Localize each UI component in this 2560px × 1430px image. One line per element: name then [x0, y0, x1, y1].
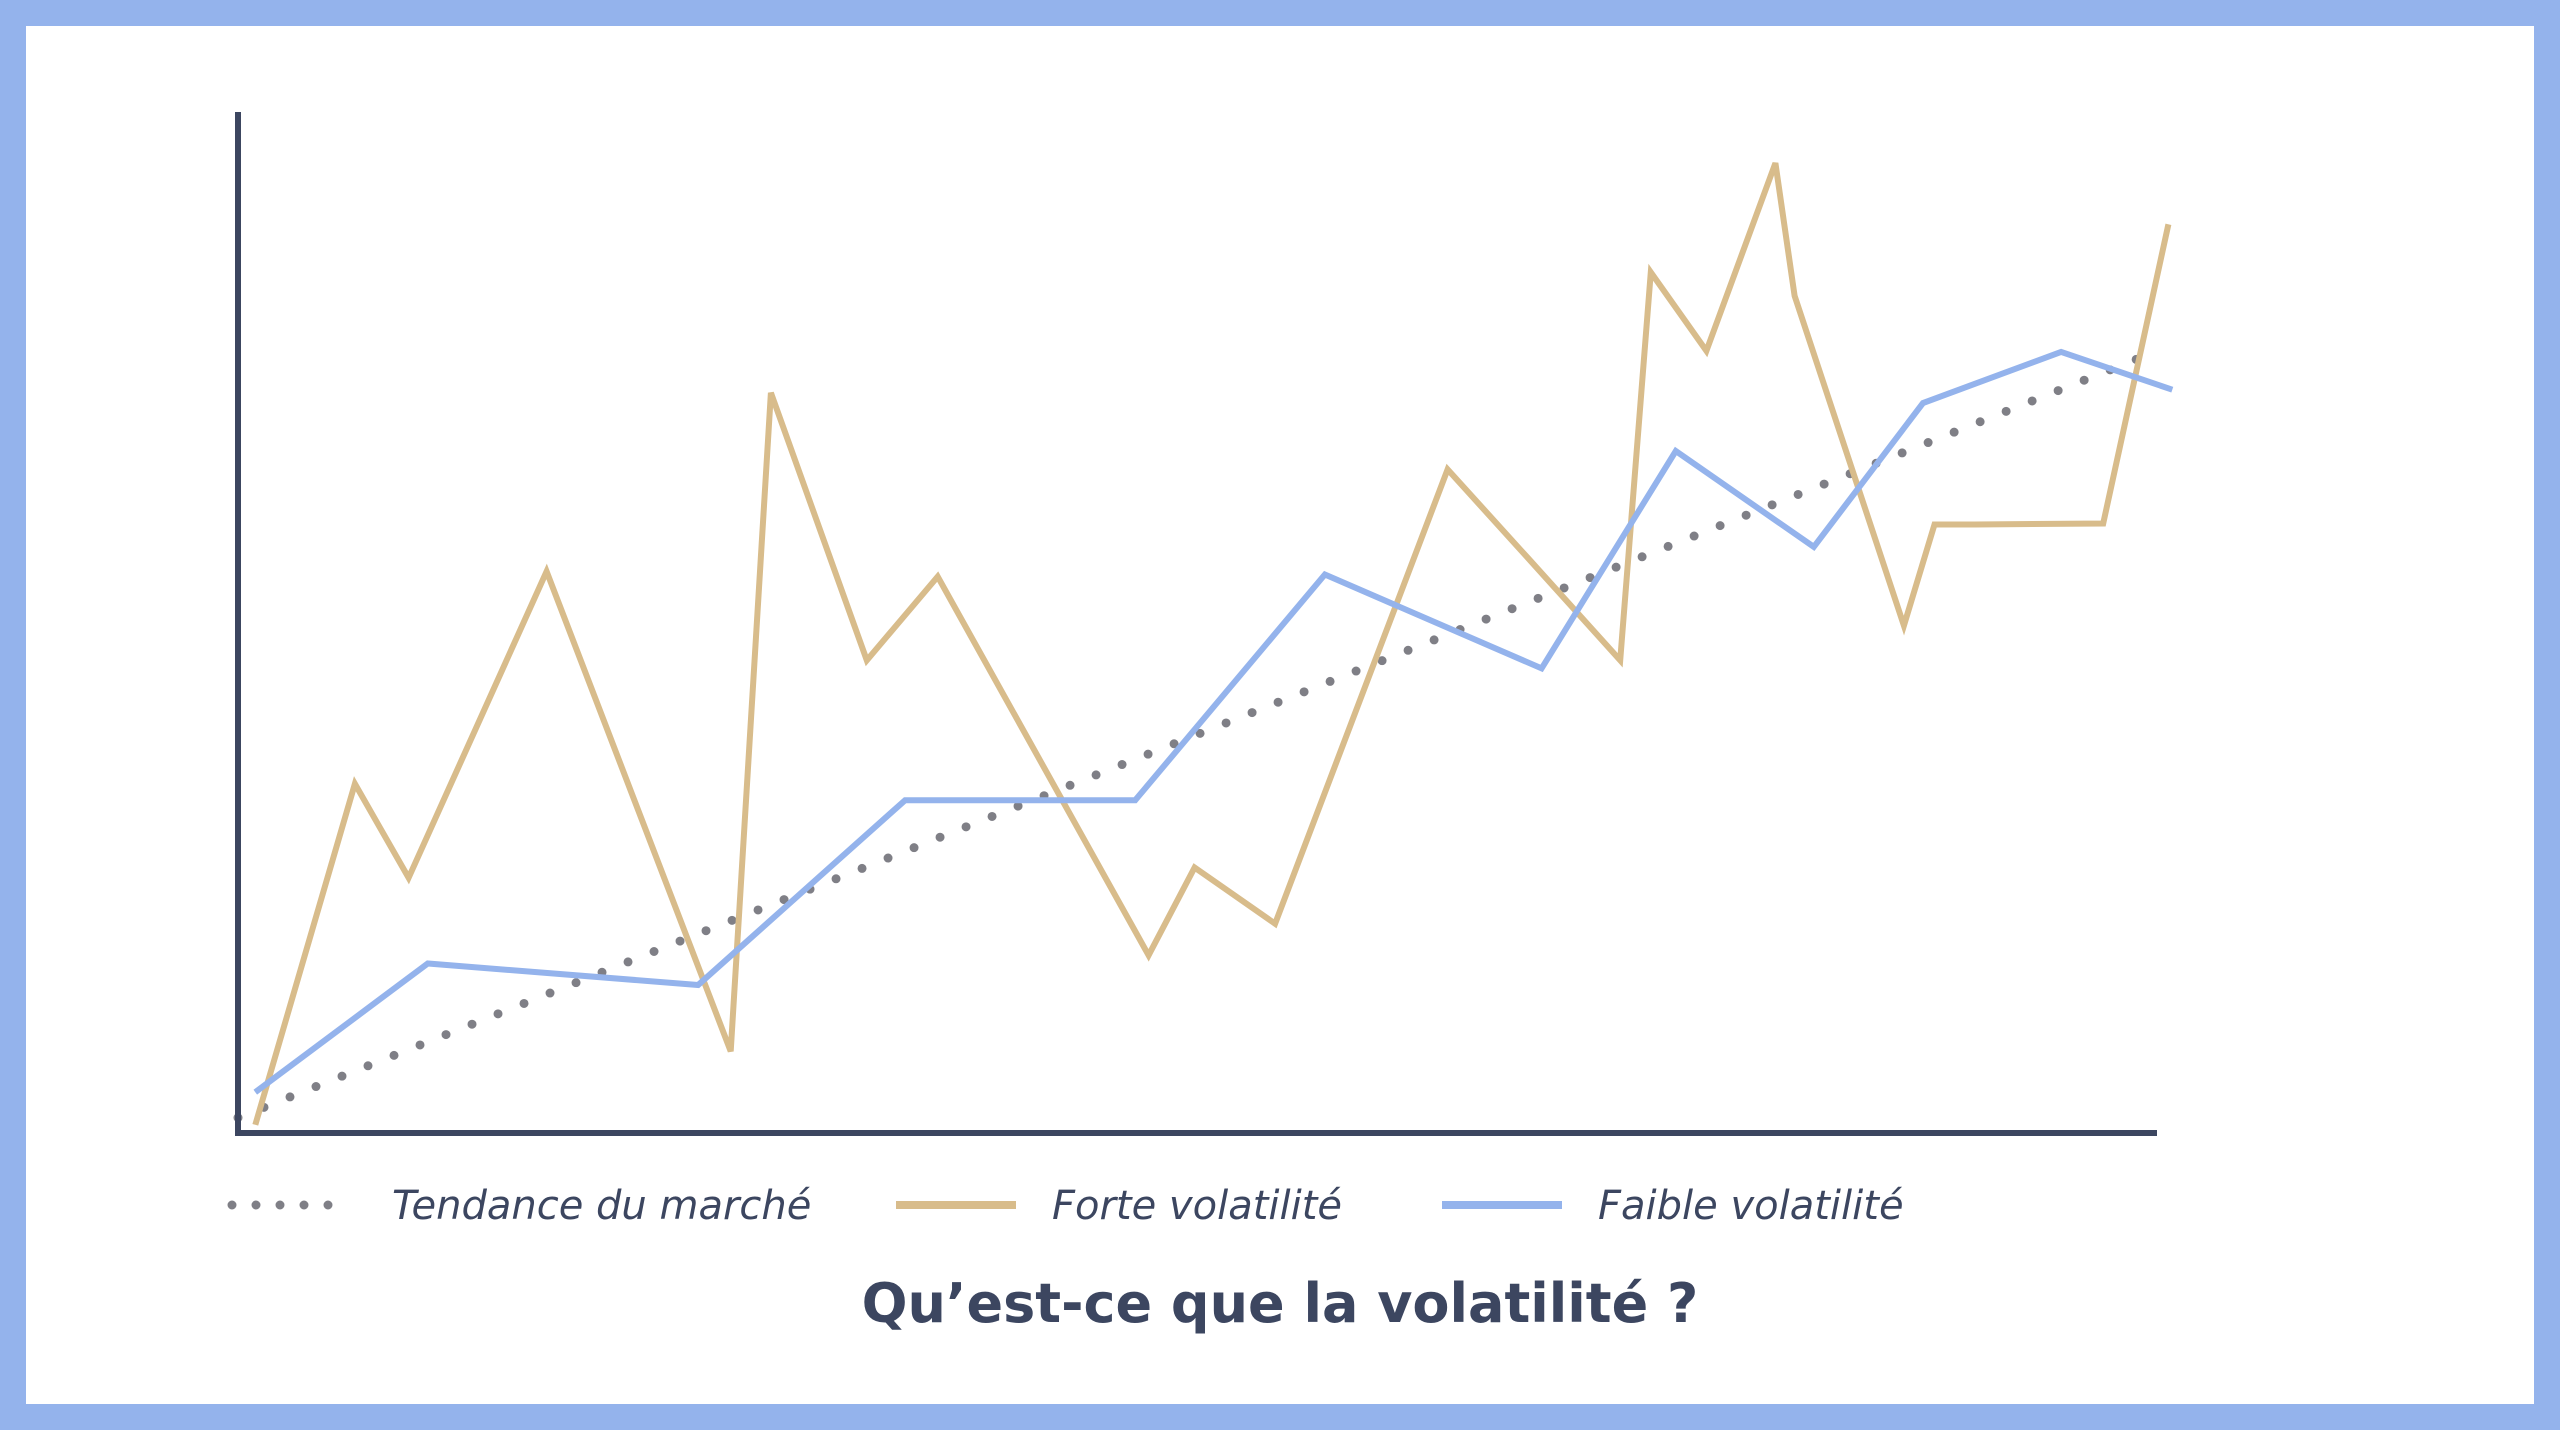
- chart-caption: Qu’est-ce que la volatilité ?: [862, 1272, 1699, 1335]
- series-layer: [233, 162, 2174, 1126]
- legend-label: Forte volatilité: [1052, 1183, 1342, 1229]
- series-line-high-volatility: [252, 162, 2172, 1126]
- series-line-market-trend: [233, 347, 2160, 1123]
- series-line-low-volatility: [253, 348, 2174, 1095]
- legend-item-low-volatility: Faible volatilité: [1442, 1183, 1904, 1229]
- legend-label: Tendance du marché: [392, 1183, 811, 1229]
- legend-label: Faible volatilité: [1598, 1183, 1904, 1229]
- legend-item-market-trend: Tendance du marché: [227, 1183, 811, 1229]
- legend: Tendance du marché Forte volatilité Faible…: [227, 1183, 1904, 1229]
- legend-item-high-volatility: Forte volatilité: [896, 1183, 1342, 1229]
